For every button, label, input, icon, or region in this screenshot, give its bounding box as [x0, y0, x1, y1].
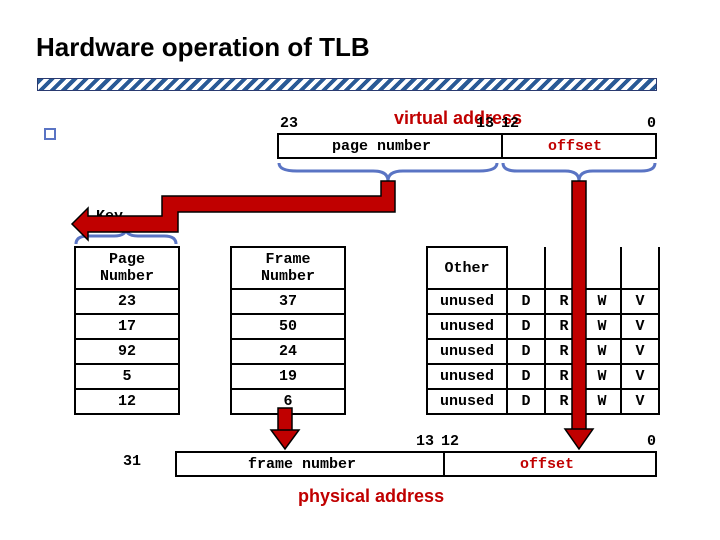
arrow-frame-down: [271, 408, 299, 449]
arrows-layer: [0, 0, 720, 540]
arrow-page-to-key: [72, 181, 395, 240]
arrow-offset-down: [565, 181, 593, 449]
